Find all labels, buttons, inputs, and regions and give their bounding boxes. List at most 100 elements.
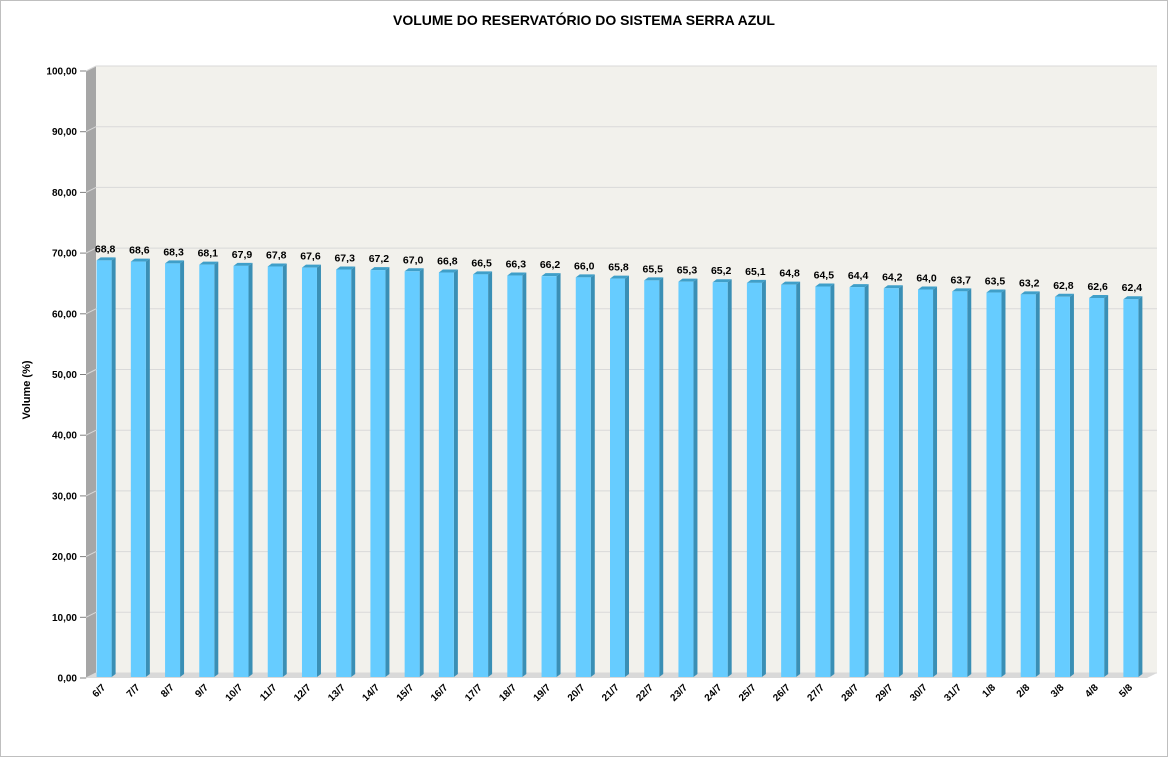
bar <box>610 278 625 677</box>
bar-top <box>678 278 698 282</box>
bar-top <box>918 286 938 290</box>
x-tick-label: 11/7 <box>258 682 279 703</box>
gridline-side <box>85 672 97 679</box>
bar-top <box>233 262 253 266</box>
data-label: 64,0 <box>916 273 937 285</box>
bar <box>1089 298 1105 677</box>
bar-side <box>453 269 458 677</box>
bar <box>199 264 215 677</box>
bar-side <box>625 275 629 677</box>
bar <box>678 281 694 677</box>
bar <box>1054 296 1070 677</box>
bar <box>849 287 865 677</box>
x-tick-label: 1/8 <box>980 682 998 700</box>
gridline-side <box>85 247 97 254</box>
gridline-side <box>85 490 97 497</box>
bar-top <box>849 284 869 288</box>
bar <box>883 288 899 677</box>
bar <box>1020 294 1036 677</box>
chart-title: VOLUME DO RESERVATÓRIO DO SISTEMA SERRA … <box>393 12 775 28</box>
bar-side <box>967 288 972 677</box>
x-tick-label: 12/7 <box>292 682 314 704</box>
bar <box>507 275 523 677</box>
y-tick-label: 50,00 <box>52 370 77 381</box>
y-tick-label: 70,00 <box>52 249 77 260</box>
bar-side <box>111 257 116 677</box>
data-label: 66,5 <box>471 257 492 269</box>
bar <box>130 261 146 677</box>
bar-side <box>522 272 527 677</box>
bar-side <box>248 262 253 677</box>
bar-top <box>1020 291 1040 295</box>
bar-top <box>404 268 424 272</box>
y-tick-label: 100,00 <box>46 67 77 78</box>
bar-top <box>199 261 219 265</box>
bar-top <box>1089 295 1109 299</box>
bar-side <box>659 277 664 677</box>
bar-top <box>130 258 150 262</box>
gridline-side <box>85 611 97 618</box>
bar <box>473 274 489 677</box>
bar-top <box>610 275 629 279</box>
bar-top <box>815 283 835 287</box>
gridline-side <box>85 369 97 375</box>
bar-top <box>541 273 561 277</box>
x-tick-label: 17/7 <box>463 682 485 704</box>
data-label: 63,5 <box>985 276 1006 288</box>
bar-top <box>1123 296 1143 300</box>
data-label: 65,5 <box>643 263 664 275</box>
gridline-side <box>85 308 97 315</box>
x-tick-label: 15/7 <box>395 682 417 704</box>
bar-top <box>165 260 185 264</box>
data-label: 62,8 <box>1053 280 1074 292</box>
bar <box>575 277 591 677</box>
bar-side <box>693 278 698 677</box>
bar-top <box>644 277 664 281</box>
bar-side <box>488 271 493 677</box>
x-tick-label: 29/7 <box>874 682 896 704</box>
bar <box>712 282 728 677</box>
bar-side <box>796 281 801 677</box>
y-tick-label: 30,00 <box>52 491 77 502</box>
data-label: 63,7 <box>951 274 972 286</box>
gridline-side <box>85 126 97 133</box>
data-label: 66,2 <box>540 259 561 271</box>
x-tick-label: 16/7 <box>429 682 451 704</box>
x-tick-label: 4/8 <box>1083 682 1101 700</box>
data-label: 68,1 <box>198 248 219 260</box>
bar <box>644 280 660 677</box>
bar-side <box>898 285 903 677</box>
data-label: 62,4 <box>1122 282 1143 294</box>
data-label: 66,3 <box>506 259 527 271</box>
x-tick-label: 25/7 <box>737 682 759 704</box>
bar-side <box>419 268 424 677</box>
data-label: 67,0 <box>403 254 424 266</box>
bar-top <box>370 267 390 271</box>
bar-top <box>267 263 287 267</box>
gridline-side <box>85 429 97 436</box>
bar-top <box>952 288 972 292</box>
bar-side <box>385 267 390 677</box>
bar-top <box>575 274 595 278</box>
data-label: 66,8 <box>437 256 458 268</box>
bar-side <box>351 266 356 677</box>
bar <box>541 276 557 677</box>
bar-top <box>96 257 116 261</box>
x-tick-label: 26/7 <box>771 682 793 704</box>
bar-top <box>438 269 458 273</box>
bar <box>165 263 181 677</box>
x-tick-label: 31/7 <box>942 682 964 704</box>
data-label: 65,1 <box>745 266 766 278</box>
y-tick-label: 40,00 <box>52 431 77 442</box>
data-label: 67,9 <box>232 249 253 261</box>
y-tick-label: 60,00 <box>52 309 77 320</box>
data-label: 68,6 <box>129 245 150 257</box>
x-tick-label: 10/7 <box>224 682 246 704</box>
data-label: 65,3 <box>677 265 698 277</box>
y-tick-label: 80,00 <box>52 188 77 199</box>
bar-side <box>214 261 219 677</box>
bar-top <box>883 285 903 289</box>
bar <box>370 270 386 677</box>
bar <box>746 282 762 677</box>
